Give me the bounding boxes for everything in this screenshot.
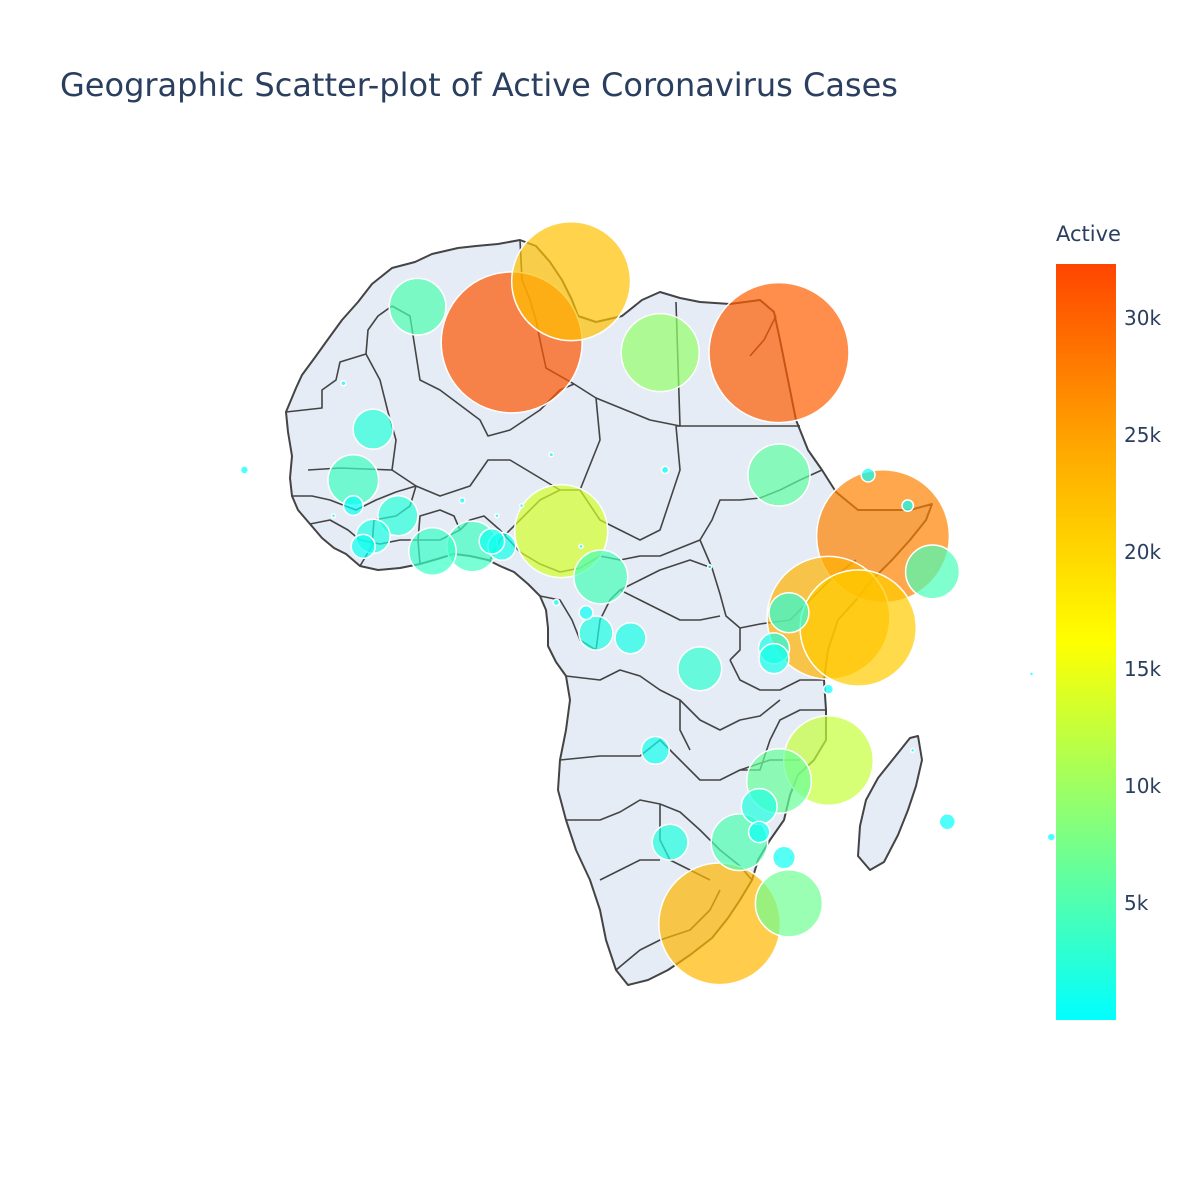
bubble-marker[interactable] xyxy=(340,379,347,387)
bubble-marker[interactable] xyxy=(388,277,447,336)
bubble-marker[interactable] xyxy=(352,408,394,450)
bubble-marker[interactable] xyxy=(706,564,713,570)
colorbar-tick-label: 10k xyxy=(1124,773,1162,798)
bubble-marker[interactable] xyxy=(578,605,594,621)
bubble-marker[interactable] xyxy=(799,569,918,687)
bubble-marker[interactable] xyxy=(478,527,506,555)
bubble-marker[interactable] xyxy=(708,281,850,424)
bubble-marker[interactable] xyxy=(578,543,584,550)
bubble-marker[interactable] xyxy=(548,451,555,458)
bubble-marker[interactable] xyxy=(771,845,797,870)
bubble-marker[interactable] xyxy=(747,443,811,507)
bubble-marker[interactable] xyxy=(754,869,824,938)
colorbar xyxy=(1056,264,1116,1020)
colorbar-title: Active xyxy=(1056,222,1121,246)
bubble-marker[interactable] xyxy=(620,312,700,393)
bubble-marker[interactable] xyxy=(408,527,457,576)
bubble-marker[interactable] xyxy=(578,615,614,651)
bubble-marker[interactable] xyxy=(860,467,876,483)
bubble-marker[interactable] xyxy=(677,646,723,692)
colorbar-tick-label: 25k xyxy=(1124,422,1162,447)
bubble-marker[interactable] xyxy=(513,483,609,579)
bubble-marker[interactable] xyxy=(758,642,790,675)
bubble-marker[interactable] xyxy=(518,502,525,509)
bubble-marker[interactable] xyxy=(494,513,500,519)
bubble-marker[interactable] xyxy=(822,683,835,695)
bubble-marker[interactable] xyxy=(239,465,250,475)
colorbar-tick-label: 30k xyxy=(1124,305,1162,330)
bubble-marker[interactable] xyxy=(552,598,561,607)
bubble-marker[interactable] xyxy=(458,496,466,505)
madagascar-outline xyxy=(857,735,923,871)
bubble-marker[interactable] xyxy=(768,591,810,634)
colorbar-gradient xyxy=(1056,264,1116,1020)
bubble-marker[interactable] xyxy=(510,221,632,342)
bubble-marker[interactable] xyxy=(330,513,337,519)
bubble-marker[interactable] xyxy=(660,465,670,475)
bubble-marker[interactable] xyxy=(904,544,961,600)
bubble-marker[interactable] xyxy=(938,813,957,831)
bubble-marker[interactable] xyxy=(377,495,419,537)
bubble-marker[interactable] xyxy=(1046,832,1057,842)
bubble-layer xyxy=(239,221,1057,986)
bubble-marker[interactable] xyxy=(747,820,771,844)
bubble-marker[interactable] xyxy=(573,549,629,605)
bubble-marker[interactable] xyxy=(640,735,670,766)
bubble-marker[interactable] xyxy=(614,621,647,655)
bubble-marker[interactable] xyxy=(350,533,376,560)
colorbar-tick-label: 15k xyxy=(1124,656,1162,681)
bubble-marker[interactable] xyxy=(909,747,916,754)
bubble-marker[interactable] xyxy=(342,495,364,517)
chart-title: Geographic Scatter-plot of Active Corona… xyxy=(60,66,898,104)
bubble-marker[interactable] xyxy=(740,787,778,826)
bubble-marker[interactable] xyxy=(651,823,689,861)
colorbar-tick-label: 5k xyxy=(1124,890,1149,915)
bubble-marker[interactable] xyxy=(1028,671,1035,677)
colorbar-tick-label: 20k xyxy=(1124,539,1162,564)
bubble-marker[interactable] xyxy=(901,499,915,513)
